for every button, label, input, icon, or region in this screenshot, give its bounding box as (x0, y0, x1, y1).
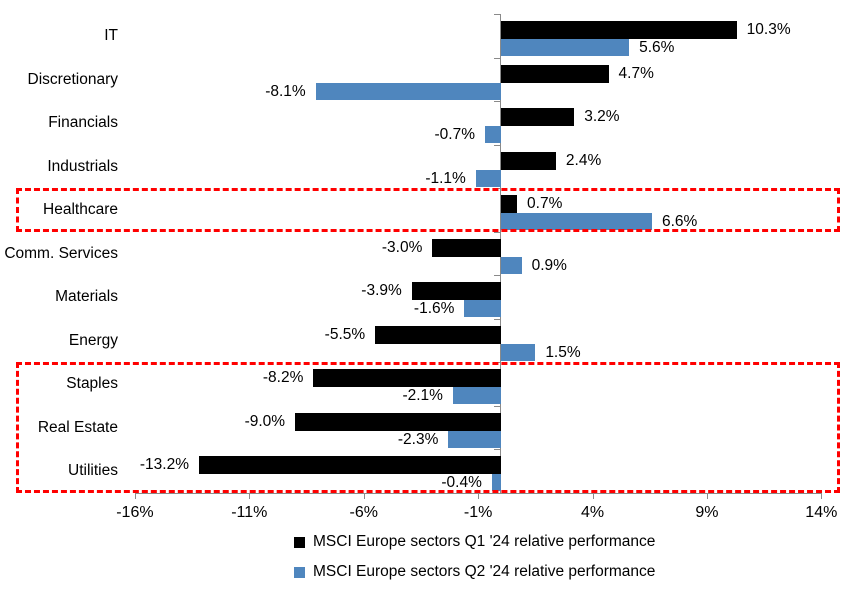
category-label-energy: Energy (68, 331, 118, 349)
bar-q1-discretionary (501, 64, 609, 83)
data-label: 5.6% (639, 39, 675, 56)
data-label: -1.1% (425, 169, 466, 187)
legend-label-q1: MSCI Europe sectors Q1 '24 relative perf… (313, 533, 656, 550)
data-label: 0.9% (531, 256, 567, 274)
x-axis-tick (134, 492, 136, 499)
bar-q2-healthcare (501, 213, 652, 230)
data-label: -8.1% (265, 82, 306, 100)
x-axis-tick (363, 492, 365, 499)
x-axis-line (134, 492, 822, 494)
bar-q1-utilities (198, 456, 501, 474)
defensive-sectors-highlight (16, 362, 840, 493)
data-label: -9.0% (244, 412, 286, 430)
bar-q1-industrials (501, 151, 556, 170)
y-axis-tick (494, 14, 500, 15)
y-axis-tick (494, 405, 500, 407)
bar-q2-discretionary (315, 82, 501, 100)
data-label: 10.3% (746, 21, 791, 38)
x-axis-tick-label: -6% (349, 503, 378, 521)
bar-q2-materials (464, 300, 501, 317)
category-label-financials: Financials (48, 114, 118, 131)
y-axis-tick (494, 275, 500, 276)
bar-q1-it (501, 21, 737, 39)
category-label-materials: Materials (55, 288, 118, 305)
legend-item-q2: MSCI Europe sectors Q2 '24 relative perf… (294, 561, 655, 583)
category-label-comm-services: Comm. Services (4, 244, 118, 262)
bar-q1-energy (375, 325, 501, 344)
bar-q1-comm-services (432, 238, 501, 257)
y-axis-tick (494, 101, 500, 102)
healthcare-highlight (16, 188, 840, 232)
data-label: 6.6% (662, 213, 698, 230)
category-label-discretionary: Discretionary (27, 70, 118, 88)
x-axis-tick-label: 4% (580, 503, 605, 521)
legend-swatch-q1-icon (294, 536, 305, 548)
data-label: -0.7% (434, 126, 475, 143)
bar-q2-real-estate (448, 430, 501, 448)
bar-q2-industrials (475, 169, 501, 187)
chart-legend: MSCI Europe sectors Q1 '24 relative perf… (294, 531, 655, 591)
category-label-it: IT (104, 27, 118, 44)
bar-q2-financials (484, 126, 501, 143)
x-axis-tick-label: 14% (805, 503, 838, 521)
data-label: 4.7% (618, 64, 654, 82)
bar-q2-it (501, 39, 630, 56)
y-axis-tick (494, 492, 500, 494)
data-label: -5.5% (324, 325, 366, 343)
category-label-staples: Staples (66, 375, 118, 392)
data-label: 2.4% (565, 151, 602, 169)
data-label: -3.0% (381, 238, 423, 256)
y-axis-tick (494, 449, 500, 450)
bar-q1-healthcare (501, 195, 518, 213)
x-axis-tick-label: -11% (231, 503, 268, 521)
bar-q2-energy (501, 343, 536, 361)
x-axis-tick-label: 9% (695, 503, 719, 521)
data-label: -13.2% (139, 456, 189, 473)
data-label: 3.2% (584, 108, 620, 125)
category-label-healthcare: Healthcare (43, 201, 118, 218)
data-label: -8.2% (262, 369, 304, 386)
y-axis-tick (494, 144, 500, 146)
y-axis-tick (494, 318, 500, 320)
y-axis-tick (494, 57, 500, 59)
category-label-real-estate: Real Estate (37, 418, 118, 436)
category-label-utilities: Utilities (68, 462, 118, 479)
x-axis-tick (249, 492, 251, 499)
bar-q2-utilities (491, 474, 501, 491)
x-axis-tick (706, 492, 708, 499)
data-label: 0.7% (527, 195, 563, 212)
bar-q1-materials (411, 282, 501, 300)
legend-label-q2: MSCI Europe sectors Q2 '24 relative perf… (313, 563, 656, 580)
x-axis-tick-label: -16% (116, 503, 154, 521)
data-label: -1.6% (413, 300, 455, 317)
data-label: -3.9% (361, 282, 402, 299)
x-axis-tick (821, 492, 823, 499)
bar-q2-comm-services (501, 256, 522, 274)
bar-q2-staples (452, 387, 501, 404)
legend-swatch-q2-icon (294, 566, 305, 578)
y-axis-tick (494, 231, 500, 233)
bar-q1-staples (313, 369, 501, 387)
bar-q1-financials (501, 108, 575, 126)
data-label: -2.3% (397, 430, 439, 448)
category-label-industrials: Industrials (47, 157, 118, 175)
legend-item-q1: MSCI Europe sectors Q1 '24 relative perf… (294, 531, 655, 553)
x-axis-tick (592, 492, 594, 499)
data-label: -2.1% (402, 387, 443, 404)
bar-q1-real-estate (295, 412, 501, 431)
x-axis-tick-label: -1% (463, 503, 493, 521)
x-axis-tick (478, 492, 480, 499)
data-label: 1.5% (545, 343, 581, 361)
data-label: -0.4% (441, 474, 482, 491)
